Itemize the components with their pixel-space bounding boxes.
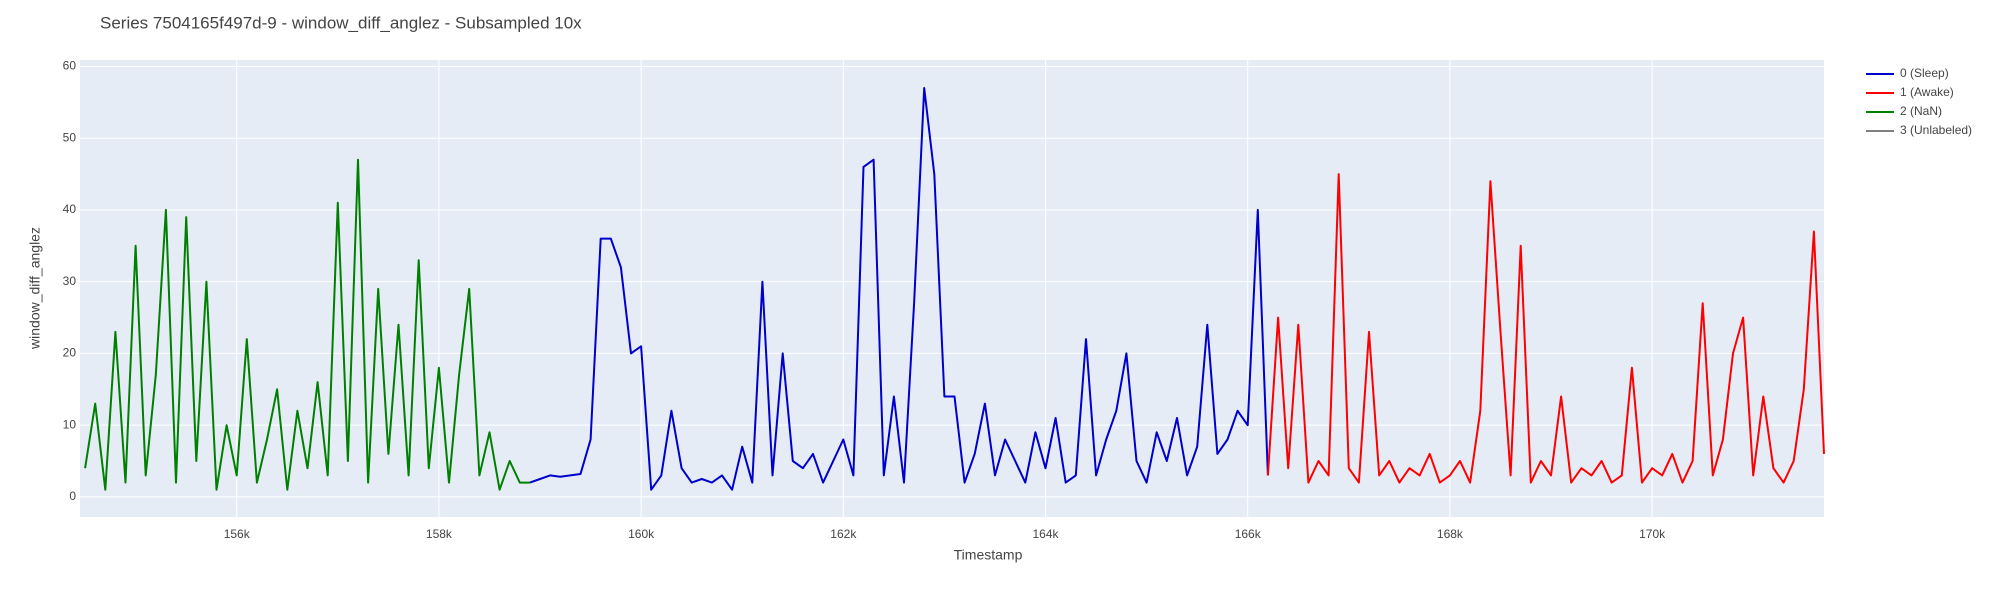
series-line bbox=[529, 87, 1269, 491]
y-tick-label: 60 bbox=[63, 59, 77, 73]
x-axis-title: Timestamp bbox=[954, 547, 1023, 563]
x-tick-label: 158k bbox=[426, 527, 453, 541]
legend-label: 3 (Unlabeled) bbox=[1900, 123, 1972, 137]
x-tick-label: 160k bbox=[628, 527, 655, 541]
series-line bbox=[84, 158, 530, 491]
x-tick-label: 166k bbox=[1235, 527, 1262, 541]
y-tick-label: 50 bbox=[63, 130, 77, 144]
legend-label: 1 (Awake) bbox=[1900, 85, 1954, 99]
x-tick-label: 156k bbox=[224, 527, 251, 541]
y-tick-label: 10 bbox=[63, 417, 77, 431]
legend-label: 0 (Sleep) bbox=[1900, 66, 1949, 80]
y-tick-label: 0 bbox=[69, 489, 76, 503]
x-tick-label: 170k bbox=[1639, 527, 1666, 541]
series-line bbox=[1266, 173, 1825, 484]
y-tick-label: 40 bbox=[63, 202, 77, 216]
chart-title: Series 7504165f497d-9 - window_diff_angl… bbox=[100, 13, 582, 32]
x-tick-label: 164k bbox=[1033, 527, 1060, 541]
y-axis-title: window_diff_anglez bbox=[27, 227, 43, 350]
legend-label: 2 (NaN) bbox=[1900, 104, 1942, 118]
y-tick-label: 30 bbox=[63, 274, 77, 288]
x-tick-label: 168k bbox=[1437, 527, 1464, 541]
y-tick-label: 20 bbox=[63, 346, 77, 360]
x-tick-label: 162k bbox=[830, 527, 857, 541]
